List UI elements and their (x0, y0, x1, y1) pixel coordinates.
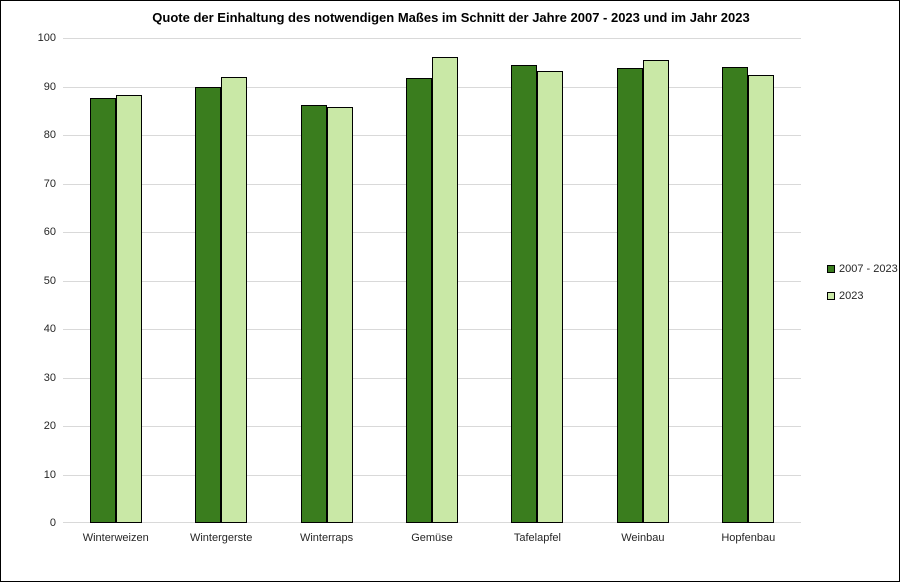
legend-swatch-icon (827, 292, 835, 300)
y-tick-label-40: 40 (43, 323, 56, 335)
bar-winterweizen-2023 (115, 95, 142, 523)
y-tick-label-10: 10 (43, 468, 56, 481)
bar-hopfenbau-2023 (748, 75, 775, 523)
x-category-label-tafelapfel: Tafelapfel (513, 532, 561, 544)
y-tick-label-0: 0 (49, 517, 56, 529)
bar-weinbau-avg (616, 67, 643, 523)
y-tick-label-60: 60 (43, 226, 56, 238)
y-tick-label-70: 70 (43, 177, 56, 190)
plot-area (63, 38, 801, 523)
x-category-label-gemüse: Gemüse (411, 532, 453, 544)
x-category-label-wintergerste: Wintergerste (189, 532, 253, 544)
bar-wintergerste-avg (195, 87, 222, 523)
x-category-label-weinbau: Weinbau (621, 532, 665, 544)
bar-winterraps-2023 (326, 107, 353, 523)
bar-winterweizen-avg (89, 97, 116, 523)
bar-weinbau-2023 (642, 60, 669, 523)
gridline-100 (63, 38, 801, 39)
legend-swatch-icon (827, 265, 835, 273)
y-tick-label-100: 100 (37, 32, 56, 44)
x-category-label-winterweizen: Winterweizen (82, 532, 149, 544)
y-tick-label-90: 90 (43, 80, 56, 93)
y-tick-label-50: 50 (43, 274, 56, 287)
legend-label: 2023 (839, 290, 864, 302)
y-tick-label-20: 20 (43, 420, 56, 432)
y-tick-label-30: 30 (43, 371, 56, 384)
x-category-label-winterraps: Winterraps (299, 532, 354, 544)
bar-gemüse-2023 (432, 57, 458, 523)
x-category-label-hopfenbau: Hopfenbau (721, 532, 776, 544)
chart-title: Quote der Einhaltung des notwendigen Maß… (152, 10, 750, 25)
legend: 2007 - 2023 2023 (827, 263, 898, 302)
bar-tafelapfel-2023 (537, 71, 564, 523)
bar-winterraps-avg (300, 104, 327, 523)
y-tick-label-80: 80 (43, 129, 56, 141)
bar-tafelapfel-avg (511, 65, 538, 523)
legend-item-avg: 2007 - 2023 (827, 263, 898, 275)
bar-hopfenbau-avg (722, 66, 749, 523)
legend-item-2023: 2023 (827, 290, 898, 302)
legend-label: 2007 - 2023 (839, 263, 898, 275)
bar-gemüse-avg (406, 78, 432, 523)
bar-wintergerste-2023 (221, 76, 248, 523)
